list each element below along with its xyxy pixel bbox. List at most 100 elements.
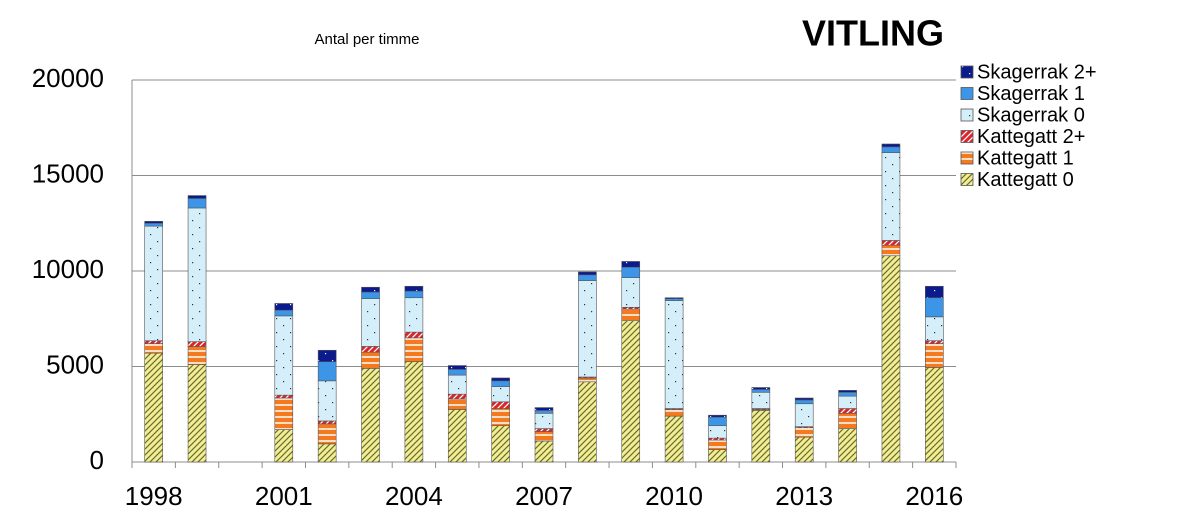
y-tick-label: 0 <box>90 445 104 475</box>
bar-segment <box>925 367 944 463</box>
legend-swatch <box>960 65 974 79</box>
bar-segment <box>361 351 380 369</box>
x-tick-label: 2016 <box>905 481 963 511</box>
bar-segment <box>317 380 337 422</box>
bar-segment <box>447 369 467 376</box>
bar-segment <box>534 410 554 414</box>
bar-segment <box>794 403 814 427</box>
x-tick-label: 2001 <box>255 481 313 511</box>
bar-segment <box>534 412 554 429</box>
bar-segment <box>794 397 814 401</box>
bar-segment <box>751 387 771 390</box>
bar-segment <box>794 399 814 405</box>
bar-segment <box>881 255 901 463</box>
bar-segment <box>274 303 294 311</box>
bar-segment <box>751 391 771 409</box>
bar-segment <box>578 377 597 383</box>
bar-segment <box>881 244 901 257</box>
bar-segment <box>794 436 814 463</box>
legend-label: Kattegatt 0 <box>977 169 1074 191</box>
bar-segment <box>361 286 380 293</box>
y-tick-label: 10000 <box>32 254 104 284</box>
bar-segment <box>751 389 771 393</box>
bar-segment <box>491 386 510 403</box>
bar-segment <box>881 146 901 153</box>
bar-segment <box>447 365 467 370</box>
bar-segment <box>664 415 684 463</box>
bar-segment <box>708 449 727 463</box>
bar-segment <box>838 412 857 429</box>
bar-segment <box>881 240 901 246</box>
bar-segment <box>491 377 510 382</box>
bar-segment <box>925 340 944 344</box>
legend-label: Skagerrak 0 <box>977 104 1085 126</box>
bar-segment <box>274 309 294 317</box>
legend-swatch <box>960 130 974 143</box>
bar-segment <box>881 152 901 241</box>
bar-segment <box>187 346 207 365</box>
bar-segment <box>404 331 424 339</box>
bar-segment <box>404 337 424 363</box>
bar-segment <box>534 428 554 432</box>
bar-segment <box>925 297 944 318</box>
bar-segment <box>664 297 684 299</box>
y-tick-label: 5000 <box>46 349 104 379</box>
bar-segment <box>144 225 163 342</box>
bar-segment <box>317 361 337 382</box>
bar-segment <box>491 380 510 387</box>
bar-segment <box>621 320 641 463</box>
bar-segment <box>578 381 597 463</box>
bar-segment <box>447 393 467 400</box>
bar-segment <box>144 352 163 463</box>
bar-segment <box>187 198 207 209</box>
bar-segment <box>447 398 467 410</box>
bar-segment <box>578 271 597 276</box>
bar-segment <box>404 361 424 463</box>
bar-segment <box>838 390 857 393</box>
bar-segment <box>708 439 727 450</box>
legend-label: Skagerrak 1 <box>977 83 1085 105</box>
bar-segment <box>491 408 510 427</box>
bar-segment <box>838 395 857 409</box>
legend-label: Kattegatt 1 <box>977 147 1074 169</box>
bar-segment <box>534 431 554 442</box>
bar-segment <box>404 297 424 333</box>
chart-subtitle: Antal per timme <box>314 31 419 48</box>
bar-segment <box>447 409 467 463</box>
y-tick-label: 15000 <box>32 158 104 188</box>
legend-label: Kattegatt 2+ <box>977 126 1085 148</box>
bar-segment <box>361 291 380 299</box>
bar-segment <box>578 280 597 378</box>
bar-segment <box>274 429 294 463</box>
bar-segment <box>621 308 641 321</box>
bar-segment <box>751 410 771 463</box>
bar-segment <box>534 440 554 463</box>
bar-segment <box>187 364 207 463</box>
bar-segment <box>925 316 944 342</box>
bar-segment <box>838 391 857 397</box>
bar-segment <box>404 290 424 299</box>
bar-segment <box>621 277 641 308</box>
bar-segment <box>317 423 337 445</box>
legend-swatch <box>960 108 974 122</box>
bar-segment <box>621 261 641 268</box>
bar-segment <box>925 343 944 368</box>
bar-segment <box>144 343 163 354</box>
x-tick-label: 2013 <box>775 481 833 511</box>
bar-segment <box>144 221 163 224</box>
bar-segment <box>534 407 554 411</box>
bar-segment <box>578 274 597 281</box>
chart-title: VITLING <box>802 13 944 54</box>
bar-segment <box>708 425 727 439</box>
bar-segment <box>317 420 337 425</box>
bar-segment <box>838 408 857 414</box>
bar-segment <box>491 401 510 409</box>
bar-segment <box>361 368 380 463</box>
bar-segment <box>361 298 380 347</box>
legend-label: Skagerrak 2+ <box>977 61 1097 83</box>
bar-segment <box>274 315 294 396</box>
bar-segment <box>404 285 424 292</box>
bar-segment <box>317 443 337 463</box>
bar-segment <box>794 427 814 438</box>
